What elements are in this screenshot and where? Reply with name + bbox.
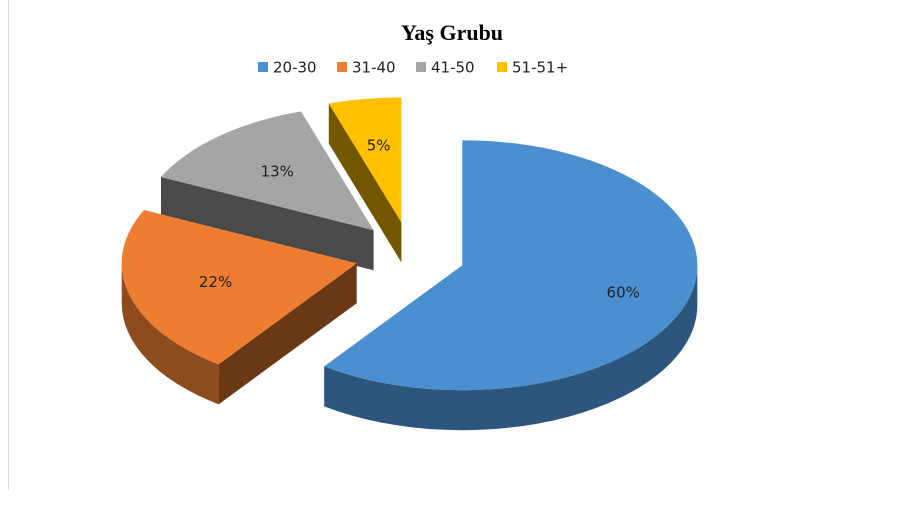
slice-side-wall xyxy=(218,263,357,405)
legend: 20-30 31-40 41-50 51-51+ xyxy=(258,59,568,77)
slice-label: 60% xyxy=(607,284,640,302)
pie-slice xyxy=(160,111,374,231)
slice-side-wall xyxy=(328,103,402,263)
chart-title: Yaş Grubu xyxy=(401,20,503,45)
slice-group xyxy=(121,209,357,405)
pie: 60% 22% 13% 5% xyxy=(121,97,698,431)
legend-label: 41-50 xyxy=(431,59,475,77)
slice-label: 13% xyxy=(261,163,294,181)
legend-swatch xyxy=(497,62,507,72)
slice-side-wall xyxy=(160,177,374,271)
pie-slice xyxy=(328,97,402,223)
legend-label: 51-51+ xyxy=(512,59,568,77)
pie-slice xyxy=(324,140,698,391)
slice-outer-wall xyxy=(121,263,219,405)
slice-outer-wall xyxy=(324,265,698,431)
pie-slice xyxy=(121,209,357,365)
slice-label: 5% xyxy=(367,136,391,154)
legend-swatch xyxy=(258,62,268,72)
slice-group xyxy=(324,140,698,431)
legend-swatch xyxy=(337,62,347,72)
slice-group xyxy=(160,111,374,271)
legend-swatch xyxy=(416,62,426,72)
slice-label: 22% xyxy=(199,273,232,291)
legend-label: 31-40 xyxy=(352,59,396,77)
slice-group xyxy=(328,97,402,263)
legend-label: 20-30 xyxy=(273,59,317,77)
